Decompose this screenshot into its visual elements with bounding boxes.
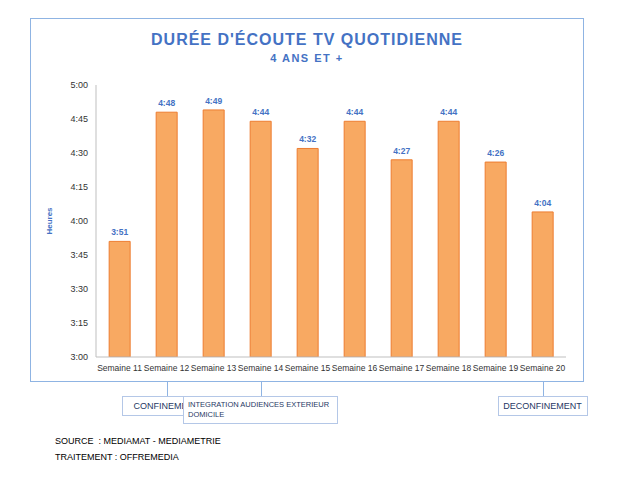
svg-text:Semaine 15: Semaine 15 bbox=[285, 363, 331, 373]
svg-text:3:00: 3:00 bbox=[70, 352, 88, 362]
svg-text:4:30: 4:30 bbox=[70, 148, 88, 158]
html-text:DURÉE D'ÉCOUTE TV QUOTIDIENNE: DURÉE D'ÉCOUTE TV QUOTIDIENNE bbox=[151, 31, 463, 48]
svg-text:4:26: 4:26 bbox=[487, 148, 504, 158]
svg-text:4:45: 4:45 bbox=[70, 114, 88, 124]
svg-text:4:32: 4:32 bbox=[299, 134, 316, 144]
svg-text:4:04: 4:04 bbox=[534, 198, 551, 208]
svg-text:4:48: 4:48 bbox=[158, 98, 175, 108]
svg-text:3:45: 3:45 bbox=[70, 250, 88, 260]
html-text:TRAITEMENT : OFFREMEDIA: TRAITEMENT : OFFREMEDIA bbox=[55, 452, 179, 462]
svg-text:Semaine 12: Semaine 12 bbox=[144, 363, 190, 373]
svg-text:4:27: 4:27 bbox=[393, 146, 410, 156]
svg-text:Semaine 16: Semaine 16 bbox=[332, 363, 378, 373]
svg-text:4:44: 4:44 bbox=[252, 107, 269, 117]
svg-text:Semaine 20: Semaine 20 bbox=[520, 363, 566, 373]
svg-text:4:15: 4:15 bbox=[70, 182, 88, 192]
svg-text:Heures: Heures bbox=[45, 207, 54, 235]
html-text:CONFINEMENT: CONFINEMENT bbox=[133, 401, 200, 411]
html-text:4 ANS ET +: 4 ANS ET + bbox=[270, 52, 344, 64]
svg-text:Semaine 13: Semaine 13 bbox=[191, 363, 237, 373]
html-text:DECONFINEMENT: DECONFINEMENT bbox=[503, 401, 582, 411]
svg-text:5:00: 5:00 bbox=[70, 80, 88, 90]
svg-text:Semaine 18: Semaine 18 bbox=[426, 363, 472, 373]
svg-text:3:30: 3:30 bbox=[70, 284, 88, 294]
svg-text:4:44: 4:44 bbox=[346, 107, 363, 117]
svg-text:3:51: 3:51 bbox=[111, 227, 128, 237]
html-text:INTEGRATION AUDIENCES EXTERIEU: INTEGRATION AUDIENCES EXTERIEUR DOMICILE bbox=[188, 400, 330, 420]
svg-text:4:49: 4:49 bbox=[205, 96, 222, 106]
svg-text:Semaine 14: Semaine 14 bbox=[238, 363, 284, 373]
svg-text:Semaine 11: Semaine 11 bbox=[97, 363, 142, 373]
html-text:SOURCE : MEDIAMAT - MEDIAMETRI: SOURCE : MEDIAMAT - MEDIAMETRIE bbox=[55, 436, 221, 446]
svg-text:Semaine 17: Semaine 17 bbox=[379, 363, 425, 373]
svg-text:4:00: 4:00 bbox=[70, 216, 88, 226]
svg-text:Semaine 19: Semaine 19 bbox=[473, 363, 519, 373]
svg-text:3:15: 3:15 bbox=[70, 318, 88, 328]
svg-text:4:44: 4:44 bbox=[440, 107, 457, 117]
